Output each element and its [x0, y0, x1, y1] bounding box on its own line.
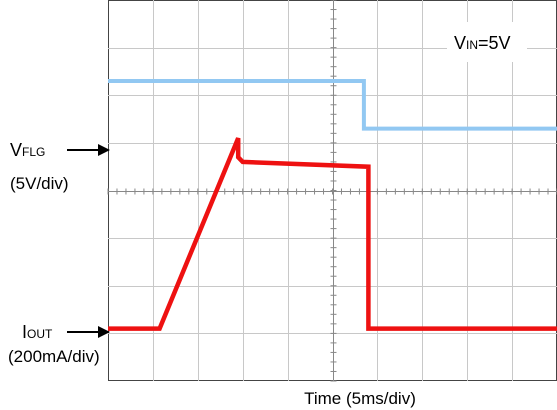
x-axis-label: Time (5ms/div): [304, 389, 416, 408]
vin-annotation-box: [447, 22, 527, 62]
traces: [108, 79, 557, 331]
vflg-scale: (5V/div): [10, 174, 69, 193]
vin-label-value: =5V: [478, 33, 511, 53]
vin-label-main: V: [454, 33, 466, 53]
vflg-label-sub: FLG: [22, 145, 45, 159]
iout-scale: (200mA/div): [8, 347, 100, 366]
iout-arrowhead-icon: [98, 326, 110, 338]
svg-text:VIN=5V: VIN=5V: [454, 33, 511, 53]
vflg-label-main: V: [10, 140, 22, 160]
vflg-channel-label: VFLG (5V/div): [10, 140, 110, 193]
iout-label-sub: OUT: [27, 327, 53, 341]
vflg-trace: [108, 79, 557, 131]
vin-annotation: VIN=5V: [447, 22, 527, 62]
svg-text:VFLG: VFLG: [10, 140, 45, 160]
iout-channel-label: IOUT (200mA/div): [8, 322, 110, 366]
vin-label-sub: IN: [466, 38, 478, 52]
svg-text:IOUT: IOUT: [22, 322, 53, 342]
iout-trace: [108, 137, 557, 331]
vflg-arrowhead-icon: [98, 144, 110, 156]
iout-label-main: I: [22, 322, 27, 342]
